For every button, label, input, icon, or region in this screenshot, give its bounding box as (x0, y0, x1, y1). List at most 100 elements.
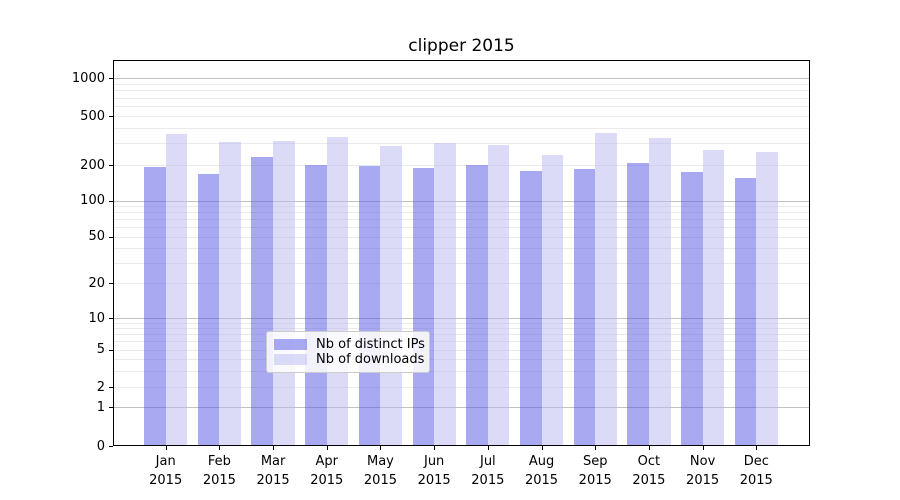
minor-gridline (113, 328, 810, 330)
major-gridline (113, 78, 810, 80)
bar-downloads-sep (595, 132, 617, 446)
x-tick-year: 2015 (417, 473, 451, 488)
x-tick-label-dec: Dec 2015 (724, 452, 788, 490)
x-tick-label-mar: Mar 2015 (241, 452, 305, 490)
minor-gridline (113, 127, 810, 129)
x-tick-month: May (367, 454, 394, 469)
bar-distinct-ips-sep (573, 169, 596, 446)
bar-distinct-ips-mar (251, 156, 274, 446)
bar-distinct-ips-jun (412, 167, 435, 446)
x-tick-month: Aug (528, 454, 555, 469)
minor-gridline (113, 206, 810, 208)
y-tick-label: 100 (80, 193, 105, 209)
x-tick-mark (648, 446, 650, 450)
x-tick-mark (273, 446, 275, 450)
legend-item-distinct-ips: Nb of distinct IPs (274, 337, 425, 352)
x-tick-label-may: May 2015 (348, 452, 412, 490)
downloads-swatch (274, 354, 307, 365)
minor-gridline (113, 358, 810, 360)
bar-downloads-feb (219, 142, 241, 446)
x-tick-month: Jun (423, 454, 445, 469)
y-tick-mark (109, 116, 113, 117)
x-tick-month: Mar (260, 454, 286, 469)
y-tick-label: 10 (88, 310, 105, 326)
x-tick-year: 2015 (310, 473, 344, 488)
y-tick-mark (109, 318, 113, 320)
y-tick-mark (109, 165, 113, 166)
bar-downloads-jan (165, 133, 188, 446)
x-tick-month: Nov (689, 454, 716, 469)
y-tick-label: 20 (88, 275, 105, 291)
x-tick-mark (434, 446, 436, 450)
bar-downloads-apr (326, 137, 349, 446)
minor-gridline (113, 387, 810, 389)
x-tick-label-oct: Oct 2015 (617, 452, 681, 490)
minor-gridline (113, 236, 810, 238)
x-tick-mark (380, 446, 382, 450)
x-tick-mark (702, 446, 704, 450)
x-tick-year: 2015 (524, 473, 559, 488)
x-tick-label-nov: Nov 2015 (671, 452, 735, 490)
x-tick-label-apr: Apr 2015 (295, 452, 359, 490)
minor-gridline (113, 248, 810, 250)
minor-gridline (113, 341, 810, 343)
bar-distinct-ips-apr (305, 164, 327, 446)
legend-label: Nb of distinct IPs (316, 337, 425, 352)
distinct-ips-swatch (274, 339, 307, 350)
y-tick-label: 1 (96, 399, 105, 415)
x-tick-year: 2015 (202, 473, 236, 488)
bar-distinct-ips-nov (681, 171, 703, 446)
minor-gridline (113, 143, 810, 145)
bar-downloads-nov (702, 149, 725, 446)
bar-downloads-may (380, 145, 403, 446)
bar-downloads-dec (756, 152, 778, 446)
legend-label: Nb of downloads (316, 352, 425, 367)
bar-downloads-aug (541, 155, 564, 446)
y-tick-label: 1000 (71, 70, 105, 86)
x-tick-year: 2015 (686, 473, 720, 488)
x-tick-label-sep: Sep 2015 (563, 452, 627, 490)
y-tick-mark (109, 236, 113, 238)
bar-distinct-ips-dec (734, 178, 757, 446)
minor-gridline (113, 349, 810, 351)
x-tick-year: 2015 (256, 473, 290, 488)
minor-gridline (113, 212, 810, 214)
y-tick-mark (109, 446, 113, 447)
x-tick-month: Sep (582, 454, 608, 469)
x-tick-month: Jan (155, 454, 176, 469)
minor-gridline (113, 97, 810, 99)
minor-gridline (113, 219, 810, 221)
x-tick-mark (219, 446, 221, 450)
x-tick-year: 2015 (578, 473, 612, 488)
major-gridline (113, 407, 810, 409)
x-tick-month: Oct (637, 454, 661, 469)
x-tick-mark (595, 446, 597, 450)
x-tick-label-aug: Aug 2015 (510, 452, 574, 490)
x-tick-month: Jul (479, 454, 496, 469)
x-tick-mark (541, 446, 543, 450)
major-gridline (113, 318, 810, 320)
legend-item-downloads: Nb of downloads (274, 352, 425, 367)
y-tick-mark (109, 200, 113, 202)
x-tick-year: 2015 (739, 473, 773, 488)
minor-gridline (113, 370, 810, 372)
legend: Nb of distinct IPs Nb of downloads (266, 331, 430, 373)
x-tick-label-jun: Jun 2015 (402, 452, 466, 490)
minor-gridline (113, 334, 810, 336)
bar-downloads-oct (648, 138, 671, 446)
minor-gridline (113, 90, 810, 92)
chart-title: clipper 2015 (408, 36, 515, 56)
x-tick-label-jul: Jul 2015 (456, 452, 520, 490)
y-tick-mark (109, 78, 113, 80)
bar-distinct-ips-jul (466, 164, 488, 446)
x-tick-label-feb: Feb 2015 (187, 452, 251, 490)
bar-distinct-ips-aug (519, 171, 542, 446)
minor-gridline (113, 323, 810, 325)
x-tick-month: Feb (207, 454, 231, 469)
bar-downloads-jul (487, 144, 510, 446)
y-tick-label: 500 (80, 108, 105, 124)
y-tick-label: 50 (88, 229, 105, 245)
x-tick-mark (326, 446, 328, 450)
x-tick-year: 2015 (363, 473, 397, 488)
minor-gridline (113, 165, 810, 166)
